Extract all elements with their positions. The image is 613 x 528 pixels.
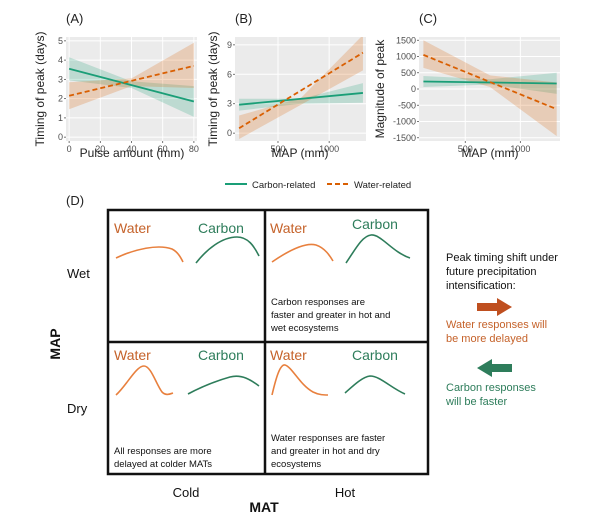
- row-label-dry: Dry: [67, 401, 88, 416]
- arrow-left-icon: [477, 359, 512, 377]
- water-fit-line: [238, 51, 364, 130]
- side-water-line2: be more delayed: [446, 333, 528, 345]
- carbon-word-dry-cold: Carbon: [198, 347, 244, 363]
- carbon-fit-line: [239, 92, 364, 106]
- panel-d-label: (D): [66, 193, 84, 208]
- note-dry-cold-line1: All responses are more: [114, 446, 212, 457]
- carbon-fit-line: [68, 67, 195, 103]
- chart-panel-0: 0 20 40 60 80 0 1 2 3 4 5 Pulse amount (mm) Timing o…: [33, 11, 199, 160]
- y-tick-label: 5: [58, 36, 63, 46]
- y-tick-label: 9: [227, 40, 232, 50]
- side-explanation: Peak timing shift under future precipita…: [445, 252, 558, 408]
- x-tick-label: 500: [458, 144, 473, 154]
- quadrant-dry-cold: Water Carbon All responses are more dela…: [114, 347, 260, 470]
- panel-d: (D) MAP MAT Wet Dry Cold Hot Water Carbo…: [47, 193, 558, 515]
- water-word-wet-hot: Water: [270, 220, 307, 236]
- x-axis-label: MAP (mm): [271, 146, 328, 160]
- water-curve-dry-hot: [271, 364, 329, 396]
- side-water-line1: Water responses will: [446, 319, 547, 331]
- x-axis-label: MAP (mm): [461, 146, 518, 160]
- y-tick-label: 2: [58, 94, 63, 104]
- chart-panel-1: 500 1000 0 3 6 9 MAP (mm) Timing of peak (days)…: [206, 11, 366, 160]
- plot-area: [235, 37, 366, 141]
- note-wet-hot-line3: wet ecosystems: [270, 323, 339, 334]
- col-label-cold: Cold: [173, 485, 200, 500]
- note-wet-hot-line2: faster and greater in hot and: [271, 310, 390, 321]
- panel-label: (A): [66, 11, 83, 26]
- y-tick-label: 3: [227, 99, 232, 109]
- carbon-confidence-band: [239, 83, 363, 111]
- note-dry-cold-line2: delayed at colder MATs: [114, 459, 212, 470]
- arrow-right-icon: [477, 298, 512, 316]
- row-label-wet: Wet: [67, 266, 90, 281]
- x-tick-label: 60: [158, 144, 168, 154]
- carbon-confidence-band: [69, 57, 194, 117]
- water-curve-wet-hot: [271, 243, 334, 263]
- note-dry-hot-line2: and greater in hot and dry: [271, 446, 380, 457]
- y-axis-label: Magnitude of peak: [373, 39, 387, 139]
- y-tick-label: -500: [398, 100, 416, 110]
- carbon-word-dry-hot: Carbon: [352, 347, 398, 363]
- note-dry-hot-line3: ecosystems: [271, 459, 321, 470]
- y-tick-label: 1: [58, 113, 63, 123]
- mat-axis-title: MAT: [249, 499, 279, 515]
- carbon-curve-dry-cold: [187, 375, 260, 395]
- side-carbon-line1: Carbon responses: [446, 382, 536, 394]
- water-confidence-band: [239, 37, 363, 140]
- panel-label: (B): [235, 11, 252, 26]
- carbon-word-wet-cold: Carbon: [198, 220, 244, 236]
- quadrant-wet-hot: Water Carbon Carbon responses are faster…: [270, 216, 411, 334]
- x-tick-label: 500: [270, 144, 285, 154]
- carbon-word-wet-hot: Carbon: [352, 216, 398, 232]
- col-label-hot: Hot: [335, 485, 356, 500]
- y-tick-label: 6: [227, 69, 232, 79]
- y-tick-label: 500: [401, 68, 416, 78]
- y-tick-label: 4: [58, 55, 63, 65]
- x-tick-label: 20: [95, 144, 105, 154]
- y-axis-label: Timing of peak (days): [206, 32, 220, 147]
- y-tick-label: 0: [411, 84, 416, 94]
- legend-carbon-label: Carbon-related: [252, 180, 315, 191]
- y-tick-label: -1500: [393, 133, 416, 143]
- water-fit-line: [68, 65, 195, 97]
- x-tick-label: 0: [67, 144, 72, 154]
- x-tick-label: 1000: [319, 144, 339, 154]
- x-tick-label: 80: [189, 144, 199, 154]
- chart-panel-2: 500 1000 -1500 -1000 -500 0 500 1000 1500 MAP (mm…: [373, 11, 560, 160]
- side-title-line3: intensification:: [446, 280, 516, 292]
- y-tick-label: 1000: [396, 52, 416, 62]
- water-curve-dry-cold: [115, 365, 174, 396]
- y-tick-label: 0: [227, 128, 232, 138]
- y-axis-label: Timing of peak (days): [33, 32, 47, 147]
- x-tick-label: 40: [126, 144, 136, 154]
- note-wet-hot-line1: Carbon responses are: [271, 297, 365, 308]
- note-dry-hot-line1: Water responses are faster: [271, 433, 385, 444]
- panel-label: (C): [419, 11, 437, 26]
- water-word-wet-cold: Water: [114, 220, 151, 236]
- y-tick-label: 1500: [396, 35, 416, 45]
- legend: Carbon-related Water-related: [225, 180, 411, 191]
- water-confidence-band: [69, 42, 194, 110]
- carbon-curve-wet-hot: [345, 234, 411, 264]
- water-word-dry-hot: Water: [270, 347, 307, 363]
- y-tick-label: 0: [58, 132, 63, 142]
- quadrant-dry-hot: Water Carbon Water responses are faster …: [270, 347, 406, 470]
- side-carbon-line2: will be faster: [445, 396, 507, 408]
- y-tick-label: -1000: [393, 117, 416, 127]
- carbon-curve-wet-cold: [195, 236, 260, 264]
- water-word-dry-cold: Water: [114, 347, 151, 363]
- water-confidence-band: [423, 40, 557, 137]
- side-title-line2: future precipitation: [446, 266, 537, 278]
- y-tick-label: 3: [58, 74, 63, 84]
- quadrant-wet-cold: Water Carbon: [114, 220, 260, 264]
- water-curve-wet-cold: [115, 246, 184, 263]
- x-tick-label: 1000: [510, 144, 530, 154]
- side-title-line1: Peak timing shift under: [446, 252, 558, 264]
- x-axis-label: Pulse amount (mm): [80, 146, 185, 160]
- legend-water-label: Water-related: [354, 180, 411, 191]
- carbon-curve-dry-hot: [344, 375, 406, 395]
- map-axis-title: MAP: [47, 328, 63, 359]
